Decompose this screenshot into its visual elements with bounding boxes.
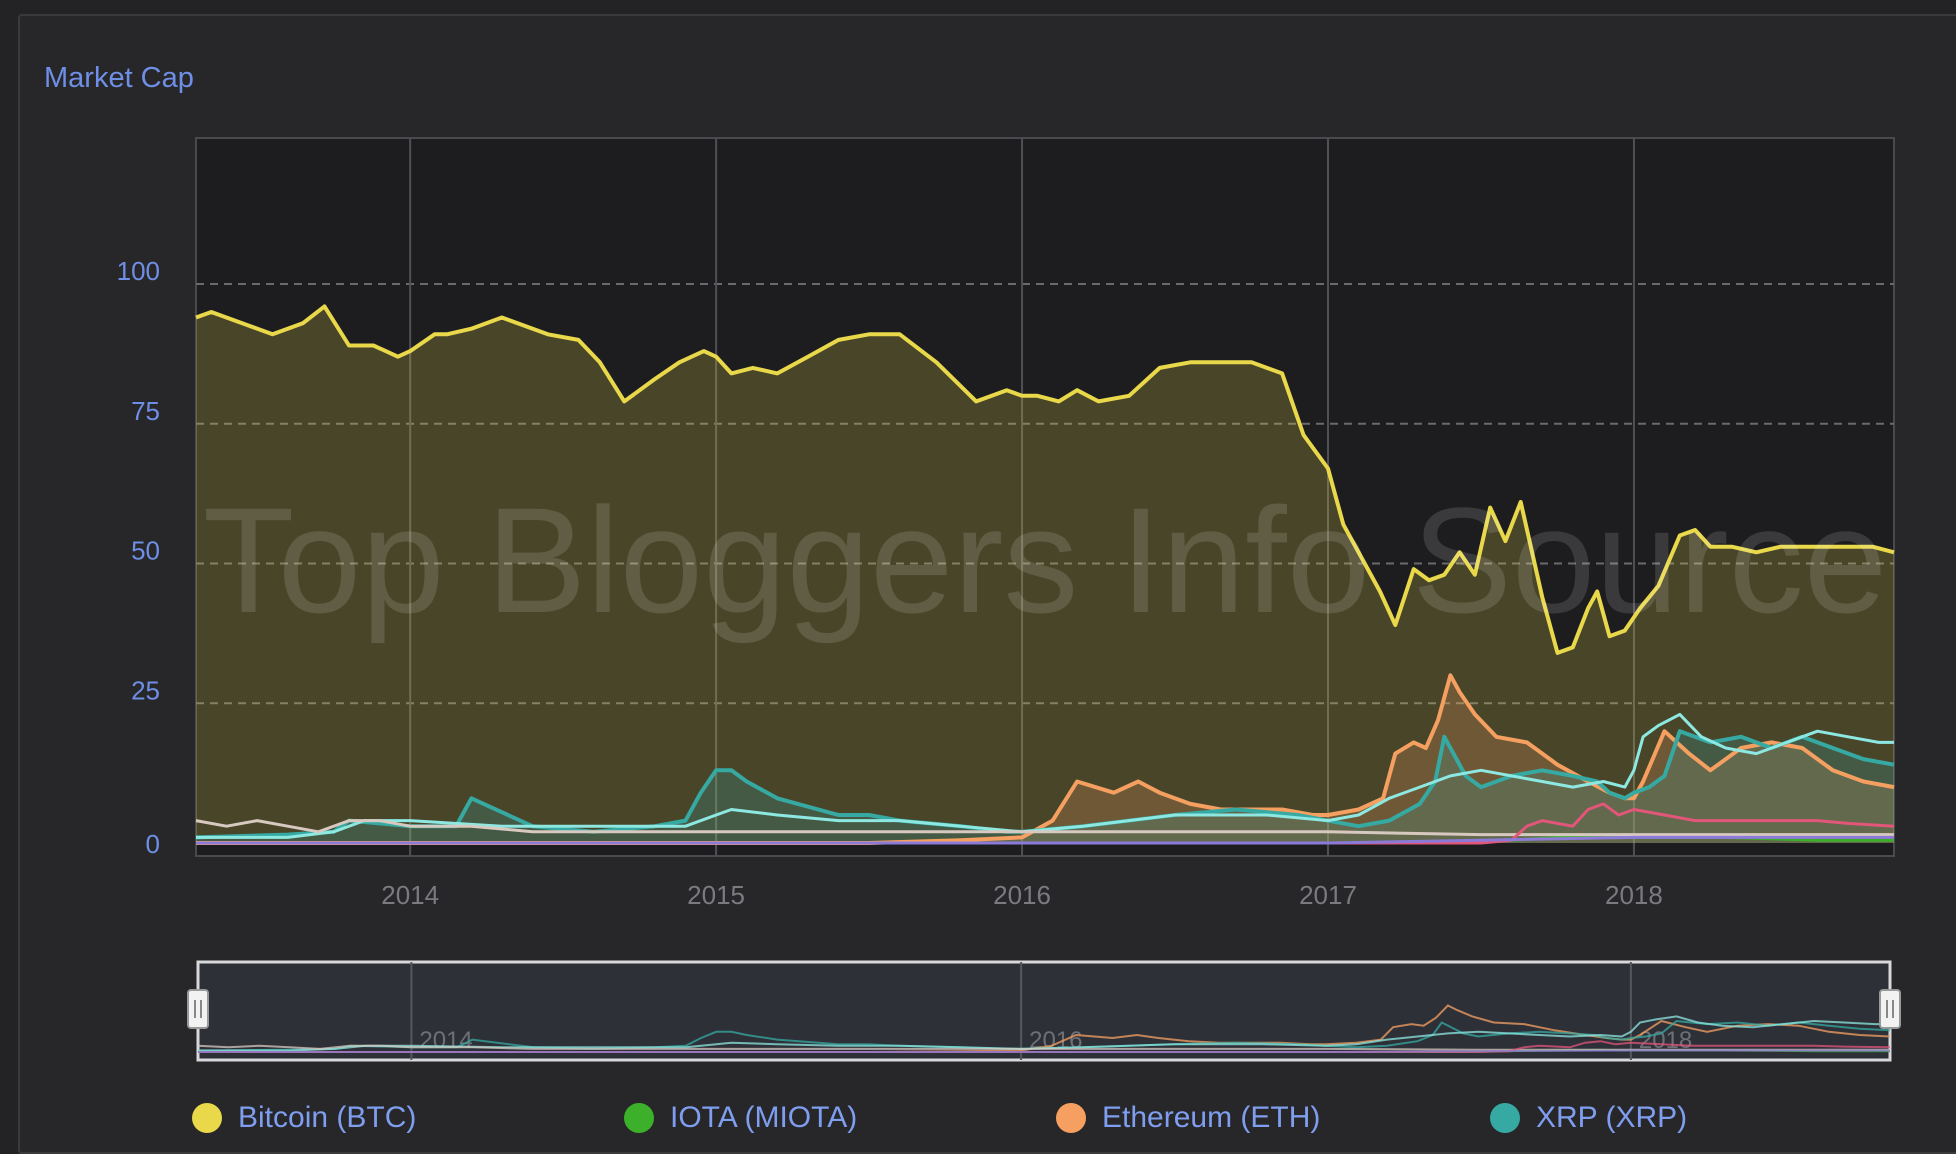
navigator-line (198, 1004, 1891, 1053)
series-line (195, 304, 1895, 655)
x-tick-label: 2017 (1299, 880, 1357, 910)
series-area (196, 675, 1894, 843)
x-tick-label: 2014 (381, 880, 439, 910)
plot-area (195, 137, 1895, 857)
legend-item-bitcoin[interactable]: Bitcoin (BTC) (192, 1096, 416, 1140)
legend-dot (1056, 1103, 1086, 1133)
navigator-line (198, 1040, 1891, 1053)
series-area (196, 731, 1894, 843)
series-line (196, 835, 1894, 845)
legend-dot (624, 1103, 654, 1133)
legend-item-iota[interactable]: IOTA (MIOTA) (624, 1096, 857, 1140)
navigator-series (197, 1004, 1891, 1053)
series-line (196, 712, 1894, 839)
handle-grip (187, 989, 209, 1029)
navigator-line (198, 1049, 1890, 1053)
series-line (195, 819, 1894, 837)
chart-title: Market Cap (44, 62, 194, 94)
legend-label: IOTA (MIOTA) (670, 1101, 858, 1134)
x-tick-label: 2016 (993, 880, 1051, 910)
y-tick-label: 75 (131, 396, 160, 426)
series-line (196, 802, 1895, 845)
x-tick-label: 2018 (1605, 880, 1663, 910)
navigator-tick-label: 2016 (1029, 1027, 1082, 1054)
navigator-tick-label: 2014 (419, 1027, 472, 1054)
y-tick-label: 25 (131, 675, 160, 705)
legend-item-ethereum[interactable]: Ethereum (ETH) (1056, 1096, 1320, 1140)
navigator-line (197, 1044, 1890, 1051)
x-tick-label: 2015 (687, 880, 745, 910)
legend-dot (192, 1103, 222, 1133)
navigator-handle-left[interactable] (187, 989, 209, 1029)
legend-dot (1490, 1103, 1520, 1133)
navigator-handle-right[interactable] (1879, 989, 1901, 1029)
y-tick-label: 0 (146, 829, 160, 859)
y-tick-label: 100 (117, 256, 160, 286)
y-tick-label: 50 (131, 536, 160, 566)
navigator-line (198, 1015, 1890, 1052)
legend-item-xrp[interactable]: XRP (XRP) (1490, 1096, 1687, 1140)
handle-grip (1879, 989, 1901, 1029)
legend-label: Bitcoin (BTC) (238, 1101, 417, 1134)
legend-label: Ethereum (ETH) (1102, 1101, 1321, 1134)
series-group (195, 304, 1895, 845)
legend-label: XRP (XRP) (1536, 1101, 1688, 1134)
series-line (196, 673, 1895, 845)
watermark: Top Bloggers Info Source (203, 476, 1887, 644)
series-line (195, 729, 1895, 840)
